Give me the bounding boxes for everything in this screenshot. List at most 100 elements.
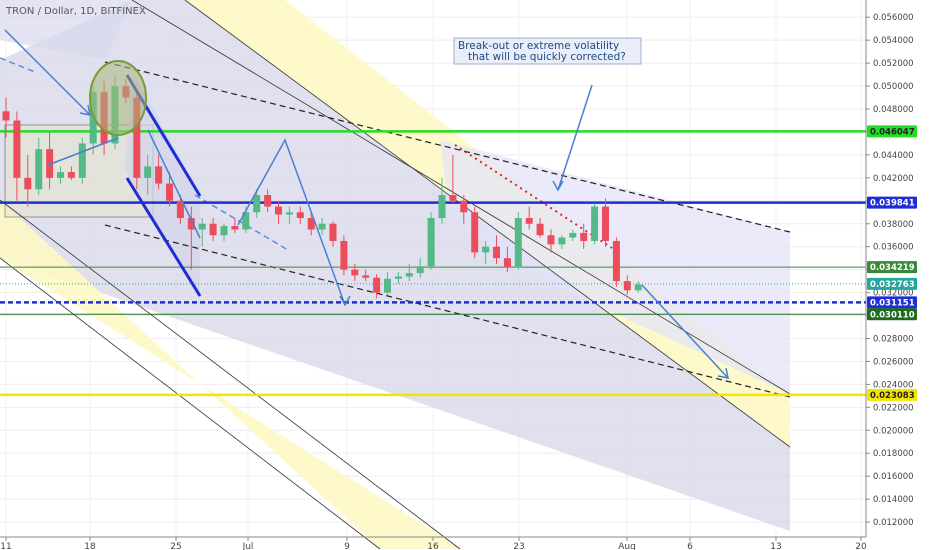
arrow-annotation bbox=[557, 84, 593, 191]
candle-body bbox=[253, 195, 261, 213]
candle-body bbox=[416, 266, 424, 274]
candle-body bbox=[67, 172, 75, 178]
annotation-callout: Break-out or extreme volatility that wil… bbox=[453, 37, 642, 65]
candle-body bbox=[438, 195, 446, 219]
candle-body bbox=[536, 223, 544, 236]
candle-body bbox=[362, 275, 370, 278]
left-lavender-region bbox=[0, 0, 132, 60]
y-tick-label: 0.042000 bbox=[873, 174, 914, 184]
candle-body bbox=[275, 206, 282, 215]
candle-body bbox=[133, 97, 141, 178]
x-tick-label: 18 bbox=[84, 542, 96, 550]
candle-body bbox=[460, 200, 468, 213]
y-tick-label: 0.022000 bbox=[873, 403, 914, 413]
x-tick-label: 9 bbox=[344, 542, 350, 550]
candle-body bbox=[449, 195, 457, 201]
candle-body bbox=[547, 235, 555, 245]
candle-body bbox=[405, 273, 413, 277]
blue-dashed-projection bbox=[194, 194, 289, 251]
candle-body bbox=[242, 212, 250, 230]
level-label: 0.031151 bbox=[870, 298, 915, 308]
x-tick-label: 23 bbox=[513, 542, 524, 550]
x-tick-label: 6 bbox=[687, 542, 693, 550]
candle-body bbox=[503, 258, 511, 268]
candle-body bbox=[46, 149, 54, 178]
blue-dashed-top-left bbox=[0, 57, 36, 73]
level-label: 0.023083 bbox=[870, 391, 915, 401]
y-tick-label: 0.020000 bbox=[873, 426, 914, 436]
candle-body bbox=[166, 183, 173, 201]
arrow-projection-head bbox=[717, 367, 729, 379]
candle-body bbox=[24, 177, 32, 190]
candle-body bbox=[198, 223, 206, 230]
candle-body bbox=[580, 232, 588, 241]
level-label-bg bbox=[867, 196, 917, 209]
level-label-bg bbox=[867, 261, 917, 274]
candle-body bbox=[569, 232, 577, 238]
candle-body bbox=[634, 284, 642, 291]
level-label-bg bbox=[867, 277, 917, 290]
arrow-projection bbox=[641, 284, 729, 379]
candle-body bbox=[307, 218, 315, 230]
y-tick-label: 0.050000 bbox=[873, 82, 914, 92]
candle-body bbox=[525, 218, 533, 224]
candle-body bbox=[285, 212, 293, 215]
candle-body bbox=[57, 172, 64, 178]
candle-body bbox=[144, 166, 152, 178]
red-dotted-trendline bbox=[454, 144, 613, 249]
level-label-bg bbox=[867, 296, 917, 309]
candle-body bbox=[558, 237, 566, 245]
level-label: 0.039841 bbox=[870, 199, 915, 209]
y-tick-label: 0.018000 bbox=[873, 449, 914, 459]
candle-body bbox=[187, 218, 195, 230]
level-label: 0.034219 bbox=[870, 263, 915, 273]
channel-line-1 bbox=[131, 0, 791, 395]
candle-body bbox=[155, 166, 163, 184]
y-tick-label: 0.056000 bbox=[873, 13, 914, 23]
candle-body bbox=[231, 226, 239, 230]
y-tick-label: 0.028000 bbox=[873, 334, 914, 344]
y-tick-label: 0.016000 bbox=[873, 472, 914, 482]
level-label: 0.030110 bbox=[870, 310, 915, 320]
y-tick-label: 0.038000 bbox=[873, 220, 914, 230]
annotation-line-2: that will be quickly corrected? bbox=[468, 51, 626, 63]
dashed-trendline-upper bbox=[104, 61, 791, 233]
candle-body bbox=[220, 226, 228, 236]
level-label-bg bbox=[867, 308, 917, 321]
candle-body bbox=[318, 223, 326, 230]
level-label: 0.046047 bbox=[870, 127, 915, 137]
candle-body bbox=[351, 269, 359, 276]
candle-body bbox=[384, 278, 391, 293]
y-tick-label: 0.026000 bbox=[873, 357, 914, 367]
level-lines bbox=[0, 130, 866, 397]
dashed-trendline-lower bbox=[104, 224, 791, 398]
x-tick-label: 20 bbox=[855, 542, 867, 550]
wedge-line-lower bbox=[125, 177, 202, 297]
candle-body bbox=[35, 149, 43, 190]
y-tick-label: 0.044000 bbox=[873, 151, 914, 161]
arrows bbox=[4, 29, 729, 379]
arrow-zigzag-head bbox=[339, 295, 351, 307]
level-labels: 0.046047 0.039841 0.034219 0.032763 0.031151… bbox=[867, 125, 917, 401]
candle-body bbox=[340, 240, 348, 270]
y-tick-label: 0.032000 bbox=[873, 289, 914, 299]
candle-body bbox=[471, 212, 479, 253]
arrow-annotation-head bbox=[552, 180, 564, 192]
y-tick-label: 0.048000 bbox=[873, 105, 914, 115]
candle-body bbox=[209, 223, 217, 236]
candle-body bbox=[373, 277, 381, 293]
candle-body bbox=[602, 206, 609, 241]
y-tick-label: 0.054000 bbox=[873, 36, 914, 46]
y-tick-label: 0.024000 bbox=[873, 380, 914, 390]
level-label-bg bbox=[867, 125, 917, 138]
arrow-left-rise bbox=[47, 137, 119, 166]
candle-body bbox=[13, 120, 21, 178]
candle-body bbox=[514, 218, 522, 268]
arrow-left-fall bbox=[147, 129, 201, 239]
chart-title: TRON / Dollar, 1D, BITFINEX bbox=[5, 6, 146, 17]
arrow-top-left bbox=[4, 29, 91, 116]
x-tick-label: 25 bbox=[170, 542, 181, 550]
candle-body bbox=[427, 218, 435, 267]
x-tick-label: 11 bbox=[0, 542, 11, 550]
